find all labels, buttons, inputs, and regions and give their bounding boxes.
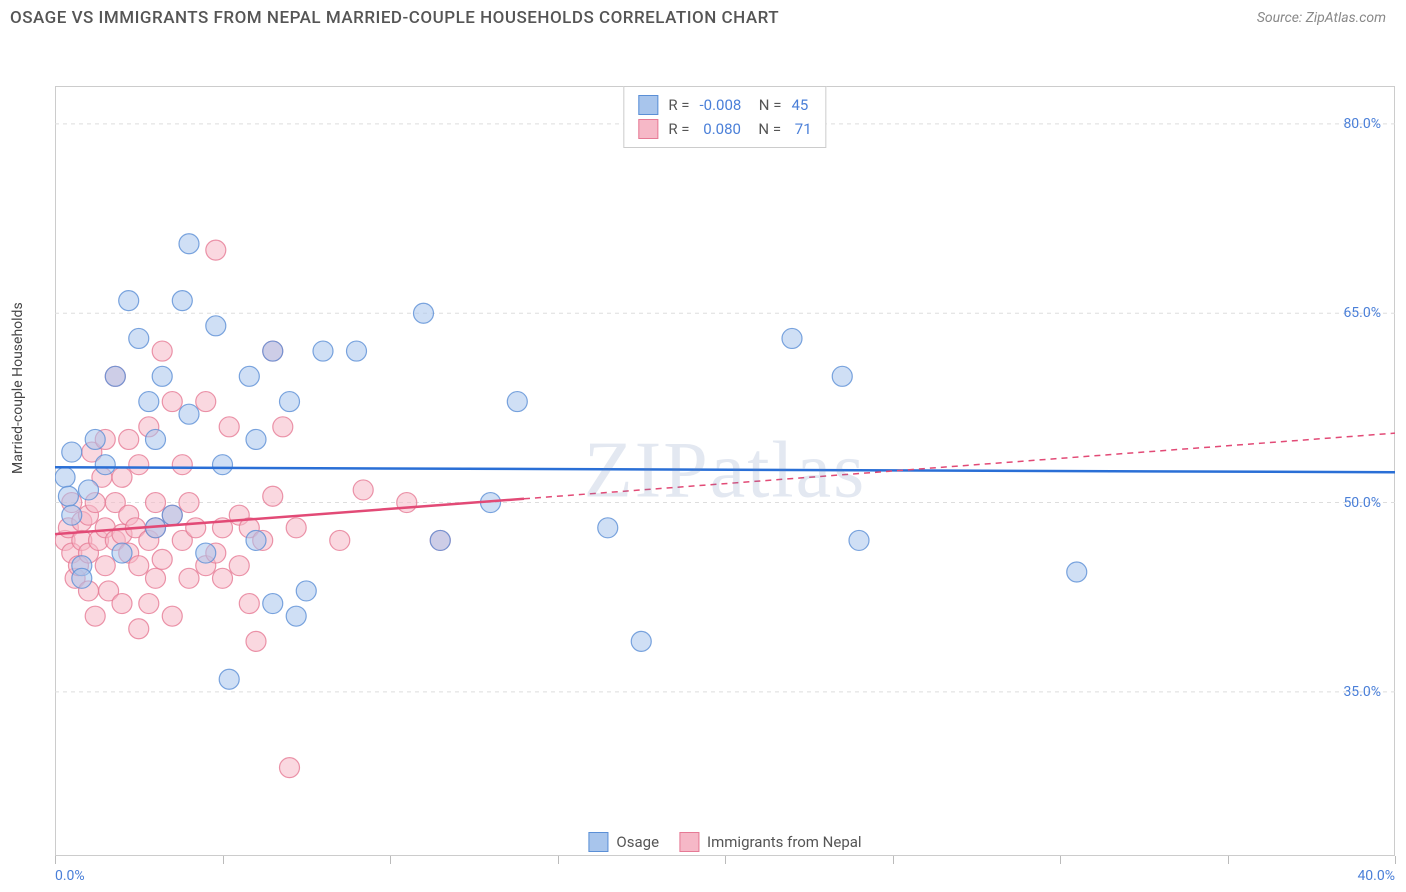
x-tick: [893, 856, 894, 864]
x-tick: [223, 856, 224, 864]
x-tick: [725, 856, 726, 864]
x-tick: [55, 856, 56, 864]
legend-r-label: R =: [668, 120, 689, 138]
y-tick-label: 50.0%: [1343, 495, 1381, 511]
legend-n-label: N =: [751, 120, 781, 138]
legend-r-label: R =: [668, 96, 689, 114]
x-tick: [390, 856, 391, 864]
legend-label-osage: Osage: [616, 833, 659, 851]
y-tick-label: 35.0%: [1343, 684, 1381, 700]
legend-n-label: N =: [751, 96, 781, 114]
chart-svg: [55, 86, 1395, 856]
y-axis-label: Married-couple Households: [10, 302, 26, 474]
source-label: Source: ZipAtlas.com: [1257, 10, 1386, 26]
legend-r-nepal: 0.080: [700, 120, 741, 138]
plot-area: R = -0.008 N = 45 R = 0.080 N = 71 ZIPat…: [55, 86, 1395, 856]
legend-bottom: Osage Immigrants from Nepal: [588, 832, 861, 852]
swatch-osage: [588, 832, 608, 852]
y-tick-label: 80.0%: [1343, 116, 1381, 132]
x-tick: [1395, 856, 1396, 864]
legend-r-osage: -0.008: [700, 96, 742, 114]
legend-n-nepal: 71: [791, 120, 812, 138]
y-tick-label: 65.0%: [1343, 305, 1381, 321]
swatch-nepal: [638, 119, 658, 139]
legend-row-osage: R = -0.008 N = 45: [638, 93, 811, 117]
x-tick-label: 40.0%: [1357, 868, 1395, 884]
chart-title: OSAGE VS IMMIGRANTS FROM NEPAL MARRIED-C…: [10, 8, 779, 28]
swatch-nepal: [679, 832, 699, 852]
legend-n-osage: 45: [791, 96, 808, 114]
x-tick-label: 0.0%: [55, 868, 85, 884]
x-tick: [1228, 856, 1229, 864]
legend-item-nepal: Immigrants from Nepal: [679, 832, 862, 852]
legend-row-nepal: R = 0.080 N = 71: [638, 117, 811, 141]
legend-top: R = -0.008 N = 45 R = 0.080 N = 71: [623, 86, 826, 148]
x-tick: [558, 856, 559, 864]
legend-label-nepal: Immigrants from Nepal: [707, 833, 862, 851]
swatch-osage: [638, 95, 658, 115]
legend-item-osage: Osage: [588, 832, 659, 852]
x-tick: [1060, 856, 1061, 864]
chart-header: OSAGE VS IMMIGRANTS FROM NEPAL MARRIED-C…: [0, 0, 1406, 36]
